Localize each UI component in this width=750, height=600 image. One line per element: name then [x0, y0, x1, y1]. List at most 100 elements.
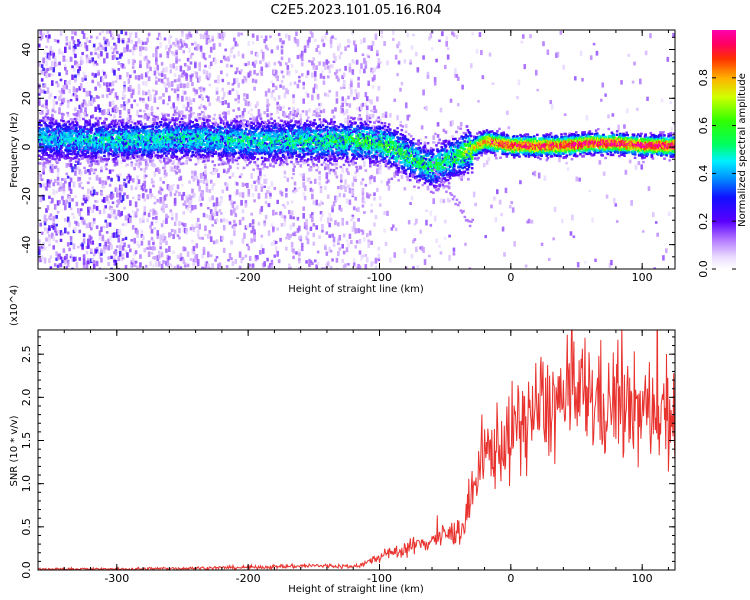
spectrogram-noise-cell	[130, 32, 134, 35]
spectrogram-noise-cell	[319, 102, 323, 107]
spectrogram-noise-cell	[196, 217, 200, 222]
spectrogram-noise-cell	[228, 90, 232, 95]
spectrogram-noise-cell	[191, 82, 194, 87]
spectrogram-noise-cell	[123, 242, 126, 247]
spectrogram-ridge-cell	[139, 121, 143, 125]
spectrogram-noise-cell	[480, 49, 483, 56]
spectrogram-noise-cell	[295, 31, 298, 37]
spectrogram-noise-cell	[311, 212, 314, 216]
spectrogram-noise-cell	[59, 91, 63, 98]
spectrogram-noise-cell	[205, 186, 209, 193]
spectrogram-ridge-cell	[54, 140, 58, 143]
spectrogram-noise-cell	[82, 32, 86, 39]
spectrogram-noise-cell	[276, 109, 279, 114]
spectrogram-noise-cell	[156, 230, 160, 236]
spectrogram-noise-cell	[195, 45, 199, 51]
spectrogram-ridge-cell	[158, 132, 162, 135]
spectrogram-ridge-cell	[116, 155, 120, 158]
spectrogram-ridge-cell	[115, 151, 119, 155]
spectrogram-noise-cell	[277, 95, 281, 100]
spectrogram-ridge-cell	[108, 132, 111, 136]
spectrogram-ridge-cell	[127, 130, 130, 133]
spectrogram-noise-cell	[192, 98, 196, 103]
spectrogram-noise-cell	[137, 74, 141, 81]
spectrogram-ridge-cell	[155, 123, 159, 126]
spectrogram-noise-cell	[326, 194, 330, 199]
spectrogram-noise-cell	[68, 195, 71, 202]
spectrogram-noise-cell	[244, 200, 248, 206]
spectrogram-noise-cell	[461, 84, 464, 90]
spectrogram-noise-cell	[251, 225, 255, 232]
spectrogram-noise-cell	[94, 199, 97, 203]
spectrogram-noise-cell	[53, 263, 57, 267]
spectrogram-noise-cell	[113, 114, 116, 119]
spectrogram-ridge-cell	[81, 156, 84, 159]
spectrogram-noise-cell	[348, 83, 352, 90]
spectrogram-noise-cell	[62, 97, 66, 103]
spectrogram-noise-cell	[287, 57, 291, 63]
spectrogram-ridge-cell	[40, 156, 43, 159]
spectrogram-noise-cell	[183, 83, 187, 88]
spectrogram-noise-cell	[235, 90, 239, 96]
spectrogram-noise-cell	[95, 247, 99, 250]
spectrogram-noise-cell	[52, 182, 56, 187]
spectrogram-noise-cell	[354, 44, 357, 48]
spectrogram-noise-cell	[285, 33, 288, 39]
spectrogram-noise-cell	[121, 245, 125, 251]
spectrogram-noise-cell	[162, 81, 165, 85]
spectrogram-noise-cell	[111, 193, 115, 199]
spectrogram-noise-cell	[266, 113, 269, 118]
spectrogram-noise-cell	[74, 44, 77, 50]
spectrogram-noise-cell	[641, 230, 645, 233]
spectrogram-ridge-cell	[54, 120, 58, 123]
spectrogram-ridge-cell	[109, 152, 113, 156]
spectrogram-noise-cell	[316, 262, 320, 266]
spectrogram-noise-cell	[451, 31, 454, 36]
spectrogram-ridge-cell	[125, 141, 128, 145]
spectrogram-ridge-cell	[75, 155, 79, 158]
spectrogram-ridge-cell	[145, 146, 148, 149]
spectrogram-noise-cell	[120, 240, 123, 245]
spectrogram-noise-cell	[341, 75, 344, 80]
spectrogram-noise-cell	[277, 60, 281, 64]
spectrogram-noise-cell	[274, 246, 278, 252]
spectrogram-noise-cell	[462, 175, 466, 179]
spectrogram-noise-cell	[274, 211, 278, 215]
spectrogram-noise-cell	[111, 211, 115, 215]
spectrogram-noise-cell	[131, 196, 135, 200]
spectrogram-ridge-cell	[133, 146, 137, 150]
spectrogram-noise-cell	[256, 72, 259, 76]
spectrogram-noise-cell	[324, 92, 327, 97]
spectrogram-noise-cell	[303, 185, 307, 192]
spectrogram-noise-cell	[241, 209, 245, 214]
spectrogram-noise-cell	[279, 139, 282, 144]
spectrogram-noise-cell	[341, 108, 344, 114]
spectrogram-noise-cell	[181, 42, 184, 48]
spectrogram-noise-cell	[365, 105, 369, 111]
spectrogram-ridge-cell	[158, 159, 162, 162]
spectrogram-noise-cell	[159, 152, 162, 155]
spectrogram-ridge-cell	[85, 127, 88, 131]
spectrogram-ridge-cell	[111, 137, 115, 141]
spectrogram-noise-cell	[55, 214, 58, 219]
spectrogram-noise-cell	[303, 45, 307, 49]
spectrogram-noise-cell	[652, 212, 655, 218]
spectrogram-noise-cell	[293, 81, 297, 85]
spectrogram-noise-cell	[227, 91, 230, 95]
spectrogram-noise-cell	[74, 227, 77, 232]
spectrogram-noise-cell	[129, 88, 132, 92]
spectrogram-noise-cell	[172, 103, 175, 109]
spectrogram-noise-cell	[159, 186, 162, 191]
spectrogram-noise-cell	[116, 96, 119, 101]
spectrogram-noise-cell	[59, 230, 63, 236]
spectrogram-noise-cell	[66, 231, 70, 235]
spectrogram-noise-cell	[324, 34, 327, 40]
spectrogram-noise-cell	[198, 196, 201, 202]
spectrogram-noise-cell	[152, 89, 155, 92]
spectrogram-noise-cell	[62, 187, 66, 192]
spectrogram-noise-cell	[215, 201, 219, 207]
spectrogram-ridge-cell	[38, 149, 41, 153]
spectrogram-noise-cell	[290, 247, 294, 252]
spectrogram-ridge-cell	[166, 148, 169, 151]
spectrogram-noise-cell	[306, 93, 310, 98]
